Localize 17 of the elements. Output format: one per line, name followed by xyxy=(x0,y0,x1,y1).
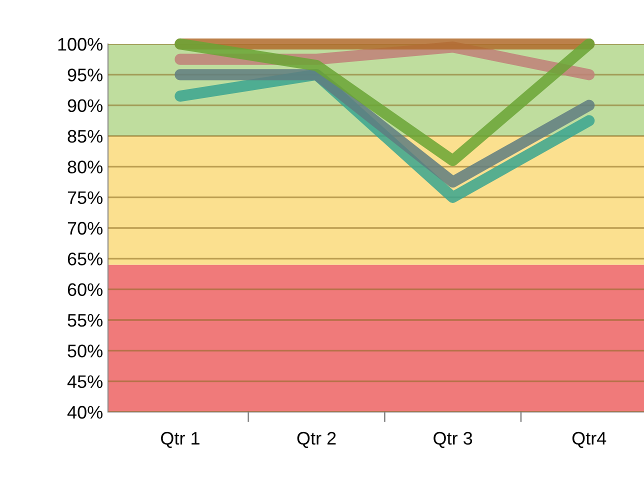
x-tick-label: Qtr 2 xyxy=(297,432,336,448)
y-tick-label: 60% xyxy=(68,283,102,296)
y-tick-label: 75% xyxy=(68,191,102,204)
y-tick-label: 85% xyxy=(68,130,102,143)
y-tick-label: 50% xyxy=(68,344,102,358)
y-tick-label: 45% xyxy=(67,375,102,388)
y-tick-label: 55% xyxy=(68,314,102,327)
y-tick-label: 80% xyxy=(68,160,102,174)
y-tick-label: 95% xyxy=(68,68,102,82)
y-tick-label: 65% xyxy=(68,252,102,266)
y-tick-label: 100% xyxy=(58,38,102,51)
y-tick-label: 90% xyxy=(68,99,102,112)
x-tick-label: Qtr 3 xyxy=(434,432,472,448)
x-tick-label: Qtr 1 xyxy=(161,432,200,448)
y-tick-label: 70% xyxy=(68,222,102,235)
x-tick-label: Qtr4 xyxy=(572,432,606,448)
y-tick-label: 40% xyxy=(67,406,102,419)
